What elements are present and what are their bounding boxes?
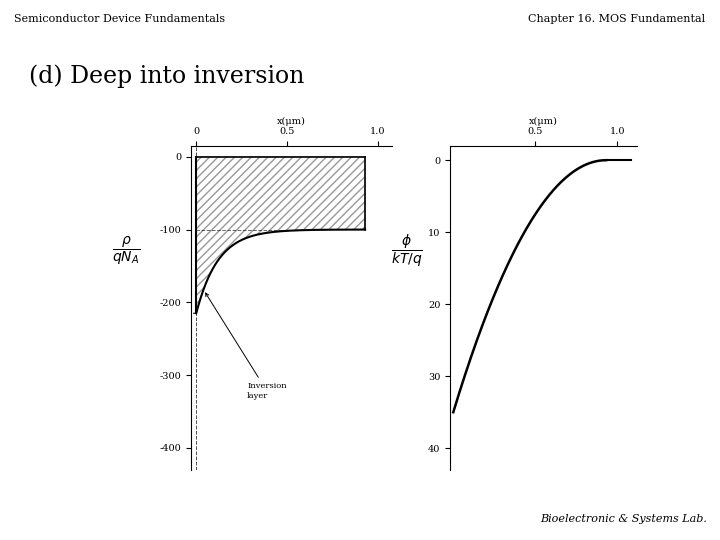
Text: Bioelectronic & Systems Lab.: Bioelectronic & Systems Lab. [540, 514, 707, 524]
X-axis label: x(μm): x(μm) [529, 117, 558, 126]
Text: $\dfrac{\rho}{qN_A}$: $\dfrac{\rho}{qN_A}$ [112, 235, 140, 267]
Text: (d) Deep into inversion: (d) Deep into inversion [29, 65, 304, 89]
Text: Chapter 16. MOS Fundamental: Chapter 16. MOS Fundamental [528, 14, 706, 24]
Text: Inversion
layer: Inversion layer [206, 293, 287, 400]
Text: Semiconductor Device Fundamentals: Semiconductor Device Fundamentals [14, 14, 225, 24]
X-axis label: x(μm): x(μm) [277, 117, 306, 126]
Text: $\dfrac{\phi}{kT/q}$: $\dfrac{\phi}{kT/q}$ [391, 233, 423, 269]
